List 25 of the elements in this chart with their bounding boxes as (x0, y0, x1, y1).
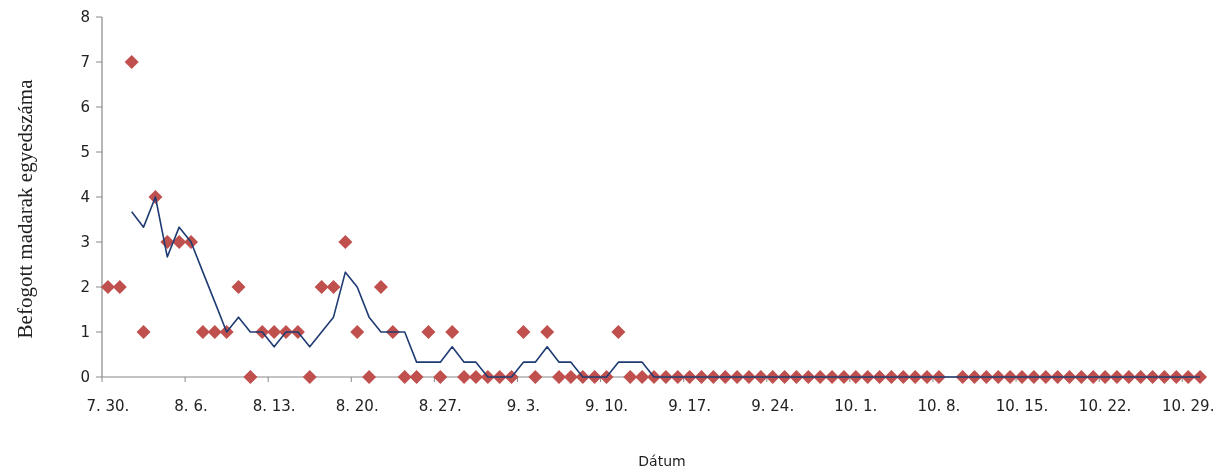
x-tick-label: 10. 8. (917, 397, 961, 415)
x-tick-label: 10. 1. (834, 397, 878, 415)
x-tick-label: 9. 3. (506, 397, 541, 415)
x-tick-label: 9. 17. (668, 397, 712, 415)
y-axis-title: Befogott madarak egyedszáma (13, 78, 37, 339)
y-tick-label: 1 (80, 323, 90, 342)
x-tick-label: 8. 27. (418, 397, 462, 415)
x-tick-label: 10. 22. (1078, 397, 1132, 415)
x-tick-label: 9. 10. (585, 397, 628, 415)
y-tick-label: 5 (80, 143, 90, 162)
x-tick-label: 7. 30. (86, 397, 130, 415)
x-tick-label: 8. 20. (335, 397, 379, 415)
y-tick-label: 2 (80, 278, 90, 297)
y-tick-label: 7 (80, 53, 90, 72)
y-tick-label: 0 (80, 368, 90, 387)
y-tick-label: 6 (80, 98, 90, 117)
x-tick-label: 9. 24. (751, 397, 795, 415)
x-axis-title: Dátum (638, 453, 686, 469)
x-tick-label: 10. 29. (1161, 397, 1215, 415)
y-tick-label: 3 (80, 233, 90, 252)
x-tick-label: 8. 13. (252, 397, 296, 415)
y-tick-label: 8 (80, 8, 90, 27)
x-tick-label: 10. 15. (995, 397, 1049, 415)
y-tick-label: 4 (80, 188, 90, 207)
x-tick-label: 8. 6. (174, 397, 208, 415)
